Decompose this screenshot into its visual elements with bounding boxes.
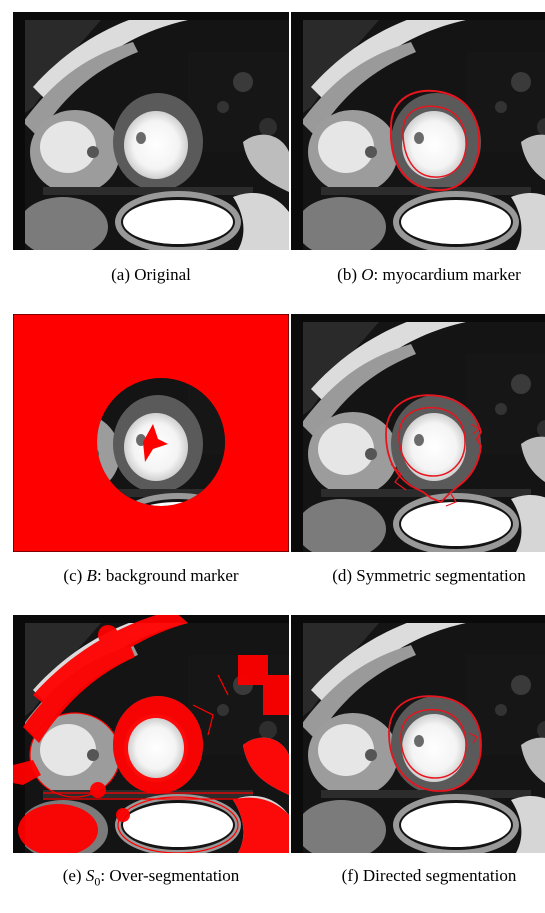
panel-c-caption: (c) B: background marker (63, 566, 239, 585)
myocardium-marker-contour (389, 89, 481, 192)
panel-e-caption: (e) S0: Over-segmentation (62, 866, 240, 889)
panel-b-caption: (b) O: myocardium marker (337, 265, 521, 284)
panel-b-image (291, 12, 545, 250)
panel-e-image (13, 615, 289, 853)
panel-a-caption: (a) Original (111, 265, 191, 284)
panel-d-caption: (d) Symmetric segmentation (332, 566, 526, 585)
panel-a-image (13, 12, 289, 250)
directed-segmentation-contour (388, 695, 482, 792)
background-marker-inner (143, 424, 168, 462)
symmetric-segmentation-contour (385, 394, 482, 504)
panel-c-image (13, 314, 289, 552)
panel-f-image (291, 615, 545, 853)
panel-d-image (291, 314, 545, 552)
panel-f-caption: (f) Directed segmentation (341, 866, 517, 885)
